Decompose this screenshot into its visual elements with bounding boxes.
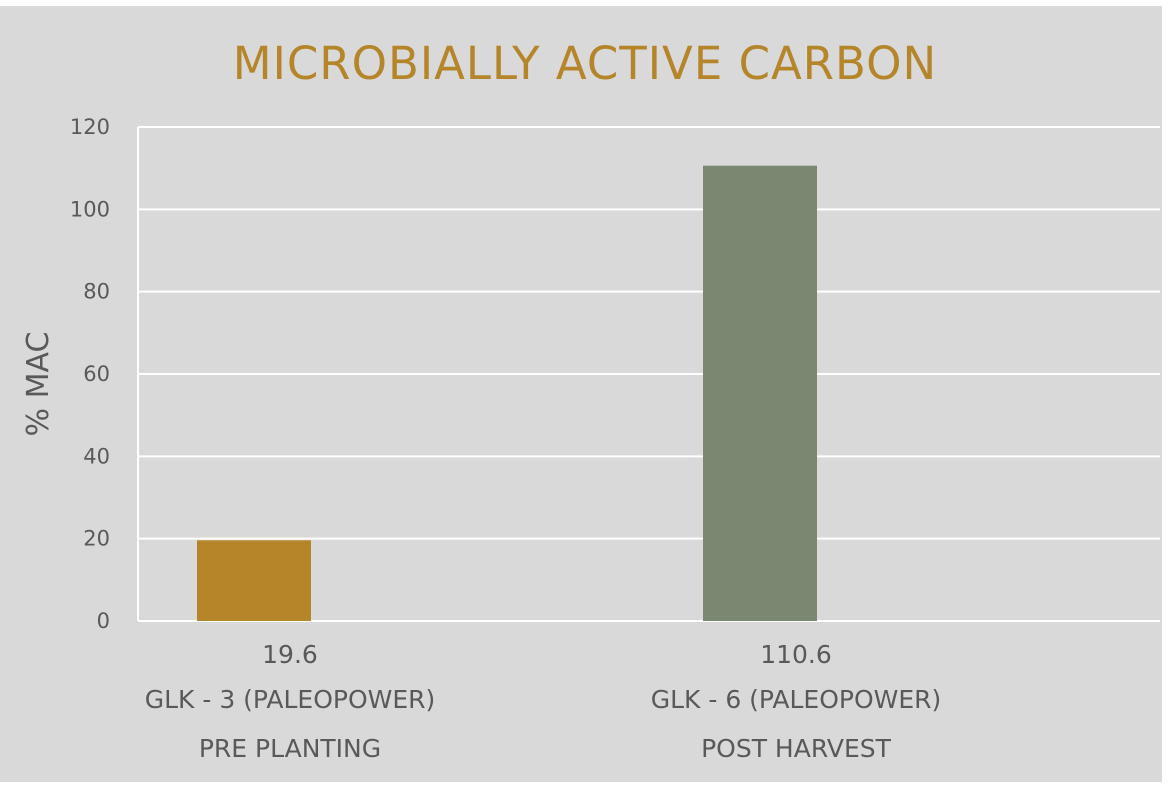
bars — [197, 165, 817, 622]
y-tick-label: 80 — [83, 280, 110, 304]
data-label: 110.6 — [760, 640, 832, 669]
category-label-line1: GLK - 3 (PALEOPOWER) — [145, 685, 436, 714]
gridlines — [137, 126, 1160, 622]
bar — [197, 540, 311, 621]
y-tick-labels: 0 20 40 60 80 100 120 — [70, 115, 110, 633]
y-tick-label: 100 — [70, 197, 110, 221]
chart-title: MICROBIALLY ACTIVE CARBON — [233, 37, 937, 90]
bar-chart: MICROBIALLY ACTIVE CARBON % MAC 0 20 40 60 8… — [21, 37, 1160, 763]
y-tick-label: 0 — [97, 609, 110, 633]
category-label-line1: GLK - 6 (PALEOPOWER) — [651, 685, 942, 714]
y-tick-label: 20 — [83, 527, 110, 551]
category-label-line2: POST HARVEST — [701, 734, 892, 763]
bar — [703, 165, 817, 622]
y-tick-label: 120 — [70, 115, 110, 139]
y-tick-label: 40 — [83, 444, 110, 468]
chart-panel: MICROBIALLY ACTIVE CARBON % MAC 0 20 40 60 8… — [0, 6, 1162, 782]
y-tick-label: 60 — [83, 362, 110, 386]
category-label-line2: PRE PLANTING — [199, 734, 381, 763]
y-axis-label: % MAC — [21, 332, 56, 437]
category-labels: 19.6 GLK - 3 (PALEOPOWER) PRE PLANTING 110.… — [145, 640, 942, 763]
data-label: 19.6 — [262, 640, 318, 669]
